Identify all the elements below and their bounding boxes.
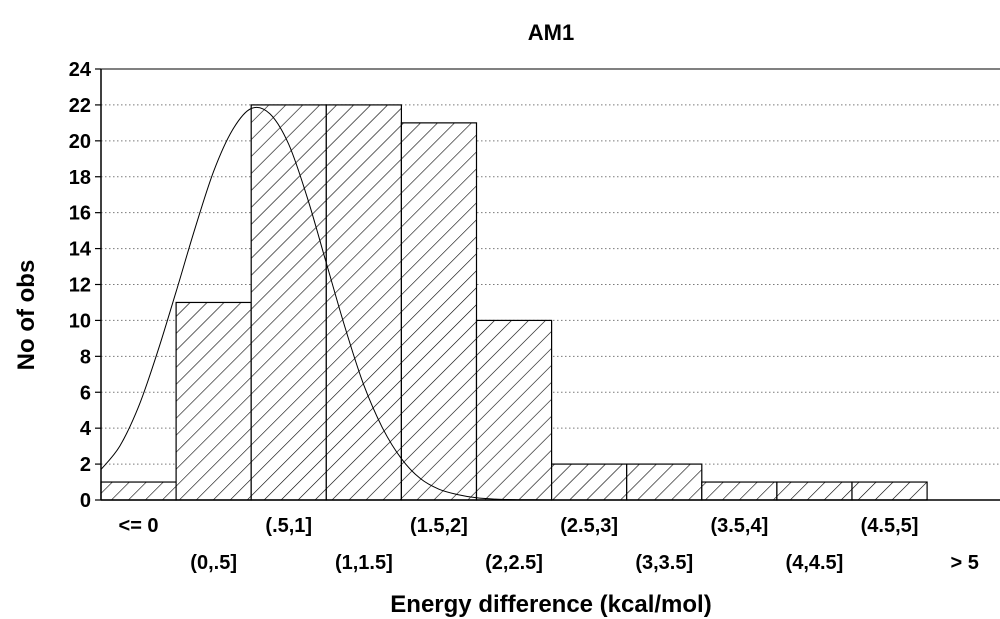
y-tick-label: 24	[69, 59, 92, 81]
y-tick-label: 4	[80, 418, 92, 440]
x-category-label: (4,4.5]	[786, 552, 844, 574]
x-axis-label: Energy difference (kcal/mol)	[390, 591, 711, 618]
bar	[851, 481, 928, 501]
y-tick-label: 16	[69, 203, 91, 225]
y-tick-label: 2	[80, 454, 91, 476]
y-tick-label: 8	[80, 346, 91, 368]
bar	[400, 122, 478, 501]
x-category-label: <= 0	[119, 515, 159, 537]
bar	[701, 481, 778, 501]
y-tick-label: 0	[80, 490, 91, 512]
y-tick-label: 18	[69, 167, 91, 189]
x-category-label: (1.5,2]	[410, 515, 468, 537]
x-category-labels: <= 0 (0,.5] (.5,1] (1,1.5] (1.5,2] (2,2.5] (2.…	[119, 515, 979, 574]
x-category-label: (.5,1]	[265, 515, 312, 537]
bar	[175, 301, 252, 501]
x-category-label: (1,1.5]	[335, 552, 393, 574]
bar	[776, 481, 853, 501]
bar	[475, 319, 553, 501]
x-category-label: (4.5,5]	[861, 515, 919, 537]
x-category-label: (3,3.5]	[635, 552, 693, 574]
bar	[250, 104, 327, 501]
y-tick-label: 12	[69, 275, 91, 297]
plot-frame	[95, 68, 1000, 501]
chart-title: AM1	[528, 20, 574, 45]
x-category-label: (2.5,3]	[560, 515, 618, 537]
x-category-label: (0,.5]	[190, 552, 237, 574]
x-category-label: (3.5,4]	[710, 515, 768, 537]
bar	[626, 463, 703, 501]
x-category-label: > 5	[950, 552, 978, 574]
bar	[550, 463, 628, 501]
y-tick-label: 6	[80, 382, 91, 404]
y-axis-label: No of obs	[13, 260, 40, 371]
normal-fit-curve	[100, 106, 552, 501]
x-category-label: (2,2.5]	[485, 552, 543, 574]
y-tick-label: 20	[69, 131, 91, 153]
y-tick-label: 10	[69, 310, 91, 332]
bar	[100, 481, 177, 501]
y-tick-label: 22	[69, 95, 91, 117]
bar	[325, 104, 402, 501]
y-tick-label: 14	[69, 239, 92, 261]
bars	[100, 104, 928, 501]
